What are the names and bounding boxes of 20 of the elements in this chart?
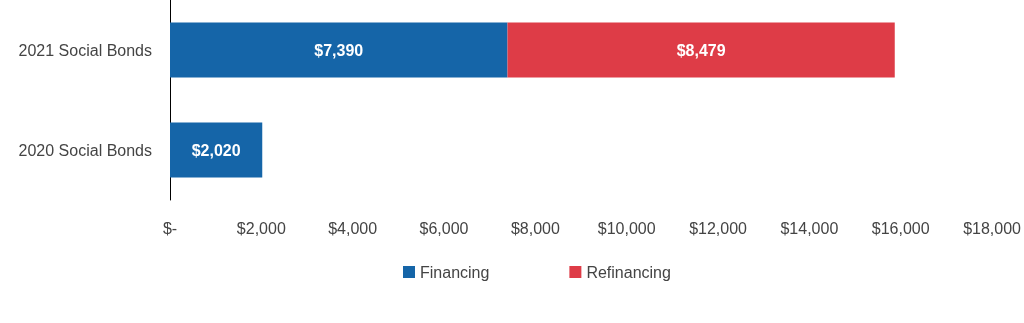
data-label: $8,479 bbox=[676, 41, 726, 59]
bar bbox=[170, 122, 263, 178]
x-tick-label: $12,000 bbox=[689, 219, 748, 237]
legend-label: Financing bbox=[420, 263, 490, 281]
x-tick-label: $2,000 bbox=[236, 219, 286, 237]
legend-label: Refinancing bbox=[586, 263, 671, 281]
x-tick-label: $14,000 bbox=[780, 219, 839, 237]
y-tick-label: 2020 Social Bonds bbox=[18, 141, 152, 159]
x-tick-label: $- bbox=[162, 219, 178, 237]
data-label: $7,390 bbox=[314, 41, 364, 59]
bar bbox=[507, 22, 895, 78]
y-tick-label: 2021 Social Bonds bbox=[18, 41, 152, 59]
x-tick-label: $10,000 bbox=[597, 219, 656, 237]
x-tick-label: $18,000 bbox=[963, 219, 1022, 237]
x-tick-label: $8,000 bbox=[510, 219, 560, 237]
x-tick-label: $16,000 bbox=[871, 219, 930, 237]
x-tick-label: $4,000 bbox=[328, 219, 378, 237]
x-tick-label: $6,000 bbox=[419, 219, 469, 237]
bar bbox=[170, 22, 508, 78]
data-label: $2,020 bbox=[191, 141, 241, 159]
